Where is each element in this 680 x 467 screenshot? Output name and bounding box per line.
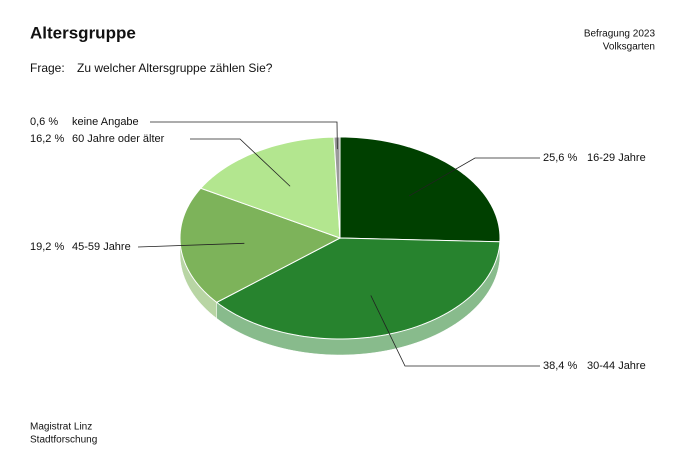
- source: Befragung 2023: [584, 29, 656, 40]
- category-label: 60 Jahre oder älter: [72, 133, 165, 145]
- leader-line: [408, 157, 540, 197]
- slice: [215, 237, 501, 340]
- value-label: 0,6 %: [30, 116, 58, 128]
- slice: [199, 136, 341, 239]
- question-label: Frage:: [30, 61, 65, 75]
- footer: Stadtforschung: [30, 435, 97, 446]
- value-label: 16,2 %: [30, 133, 64, 145]
- leader-line: [370, 295, 540, 367]
- leader-line: [137, 242, 245, 248]
- category-label: 16-29 Jahre: [587, 152, 646, 164]
- leader-line: [190, 138, 291, 187]
- category-label: 30-44 Jahre: [587, 360, 646, 372]
- footer: Magistrat Linz: [30, 422, 92, 433]
- question: Zu welcher Altersgruppe zählen Sie?: [77, 61, 273, 75]
- value-label: 25,6 %: [543, 152, 577, 164]
- slice: [179, 187, 342, 303]
- category-label: 45-59 Jahre: [72, 241, 131, 253]
- chart-title: Altersgruppe: [30, 23, 136, 42]
- source: Volksgarten: [603, 42, 655, 53]
- leader-line: [150, 121, 338, 150]
- category-label: keine Angabe: [72, 116, 139, 128]
- value-label: 19,2 %: [30, 241, 64, 253]
- value-label: 38,4 %: [543, 360, 577, 372]
